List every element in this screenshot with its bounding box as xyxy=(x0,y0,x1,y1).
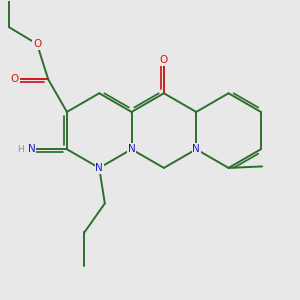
Text: O: O xyxy=(160,56,168,65)
Text: N: N xyxy=(28,144,35,154)
Text: O: O xyxy=(33,39,41,49)
Text: N: N xyxy=(128,144,135,154)
Text: N: N xyxy=(192,144,200,154)
Text: O: O xyxy=(11,74,19,85)
Text: H: H xyxy=(17,145,23,154)
Text: N: N xyxy=(95,163,103,173)
